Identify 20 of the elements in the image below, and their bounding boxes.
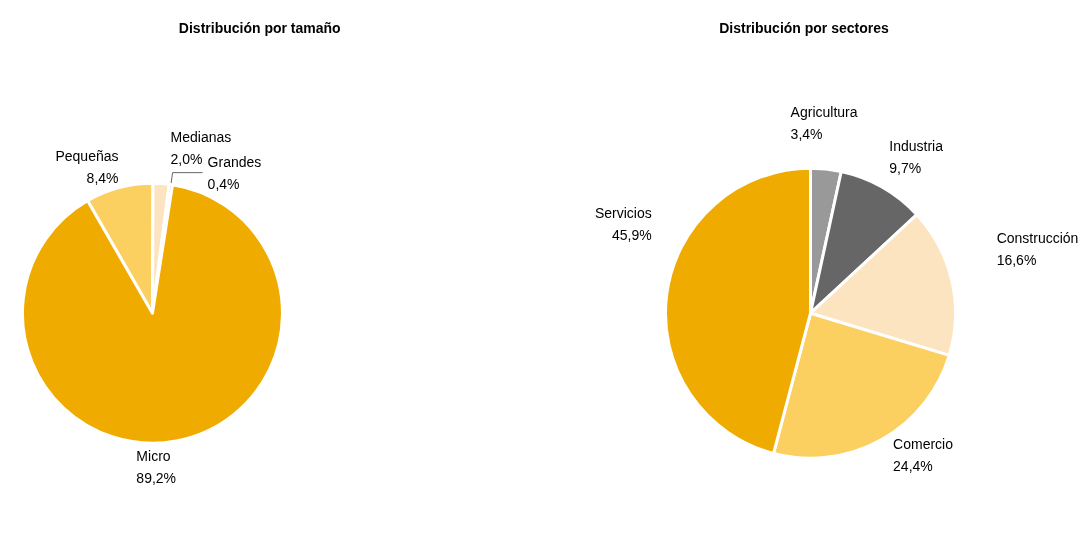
data-label: 24,4% xyxy=(893,458,933,475)
slice-label: Agricultura xyxy=(790,104,858,121)
chart-title: Distribución por tamaño xyxy=(178,20,341,36)
slice-label: Industria xyxy=(889,138,944,155)
slice-label: Construcción xyxy=(996,230,1079,247)
chart-title: Distribución por sectores xyxy=(719,20,890,36)
data-label: 0,4% xyxy=(207,175,240,192)
slice-label: Pequeñas xyxy=(55,147,119,164)
slice-label: Grandes xyxy=(207,153,262,170)
data-label: 16,6% xyxy=(996,252,1037,269)
data-label: 89,2% xyxy=(136,469,177,486)
data-label: 45,9% xyxy=(612,226,652,243)
slice-label: Micro xyxy=(136,447,171,464)
data-label: 3,4% xyxy=(790,126,823,143)
slice-label: Servicios xyxy=(594,204,652,221)
data-label: 2,0% xyxy=(170,150,203,167)
data-label: 8,4% xyxy=(86,169,119,186)
data-label: 9,7% xyxy=(889,160,922,177)
slice-label: Comercio xyxy=(893,436,954,453)
slice-label: Medianas xyxy=(170,128,232,145)
